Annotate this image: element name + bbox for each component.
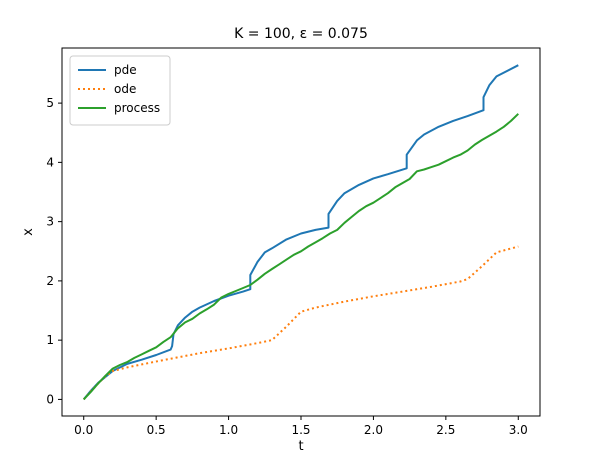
- y-tick-label: 2: [46, 274, 54, 288]
- legend-label-process: process: [114, 101, 160, 115]
- legend-label-ode: ode: [114, 82, 136, 96]
- legend: pde ode process: [69, 55, 171, 126]
- chart-title: K = 100, ε = 0.075: [234, 26, 368, 42]
- series-line-process: [82, 113, 519, 401]
- y-axis-label: x: [21, 228, 36, 236]
- y-tick-label: 4: [46, 155, 54, 169]
- y-tick-label: 3: [46, 215, 54, 229]
- legend-label-pde: pde: [114, 63, 137, 77]
- y-tick-label: 1: [46, 333, 54, 347]
- series-layer: [82, 64, 519, 401]
- x-tick-label: 2.5: [436, 423, 455, 437]
- y-tick-label: 0: [46, 392, 54, 406]
- x-tick-label: 1.0: [219, 423, 238, 437]
- x-tick-label: 2.0: [364, 423, 383, 437]
- y-axis: 0 1 2 3 4 5: [46, 96, 62, 406]
- y-tick-label: 5: [46, 96, 54, 110]
- series-line-pde: [82, 64, 519, 401]
- x-axis-label: t: [298, 439, 303, 454]
- x-tick-label: 0.5: [147, 423, 166, 437]
- x-tick-label: 3.0: [509, 423, 528, 437]
- x-tick-label: 1.5: [291, 423, 310, 437]
- x-axis: 0.0 0.5 1.0 1.5 2.0 2.5 3.0: [74, 416, 528, 437]
- x-tick-label: 0.0: [74, 423, 93, 437]
